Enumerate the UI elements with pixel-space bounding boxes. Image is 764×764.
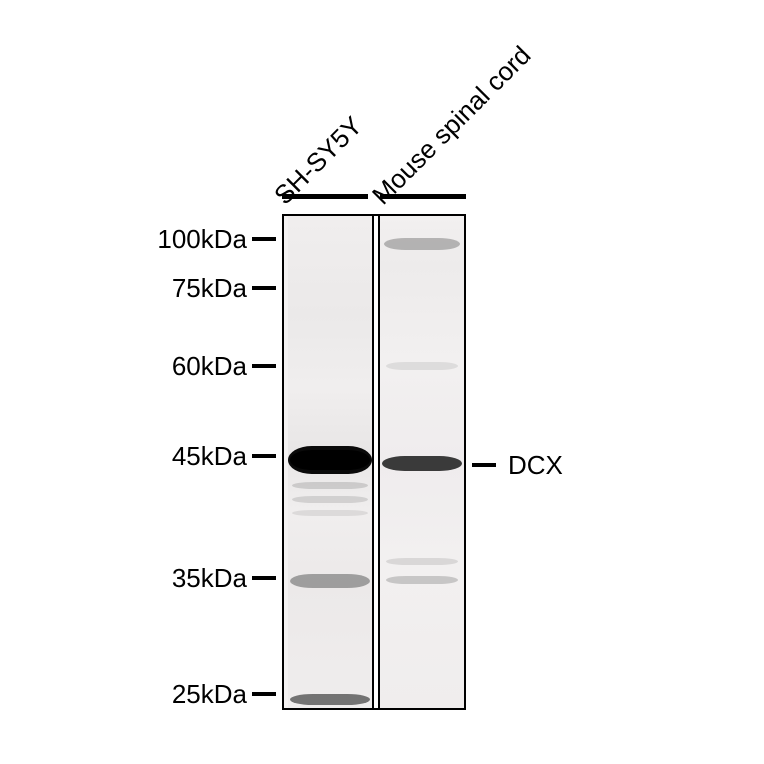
lane1-band-faint3 [292,510,368,516]
mw-label-100: 100kDa [157,224,247,255]
lane-label-2: Mouse spinal cord [366,40,537,211]
blot-membrane [282,214,466,710]
mw-label-45: 45kDa [172,441,247,472]
lane-divider-line-right [378,214,380,710]
mw-tick-60 [252,364,276,368]
mw-tick-25 [252,692,276,696]
lane2-band-faintlow1 [386,558,458,565]
lane2-dcx-band [382,456,462,471]
mw-tick-45 [252,454,276,458]
lane-bar-1 [282,194,368,199]
lane1-dcx-band-core [290,450,370,470]
protein-tick-dcx [472,463,496,467]
lane1-band-25 [290,694,370,705]
mw-label-25: 25kDa [172,679,247,710]
lane1-band-35 [290,574,370,588]
lane-bar-2 [380,194,466,199]
mw-tick-35 [252,576,276,580]
mw-tick-75 [252,286,276,290]
mw-tick-100 [252,237,276,241]
mw-label-75: 75kDa [172,273,247,304]
mw-label-60: 60kDa [172,351,247,382]
lane1-band-faint2 [292,496,368,503]
lane1-band-faint1 [292,482,368,489]
lane2-band-60faint [386,362,458,370]
mw-label-35: 35kDa [172,563,247,594]
lane2-band-100 [384,238,460,250]
lane-divider-line-left [372,214,374,710]
lane2-band-faintlow2 [386,576,458,584]
protein-label-dcx: DCX [508,450,563,481]
